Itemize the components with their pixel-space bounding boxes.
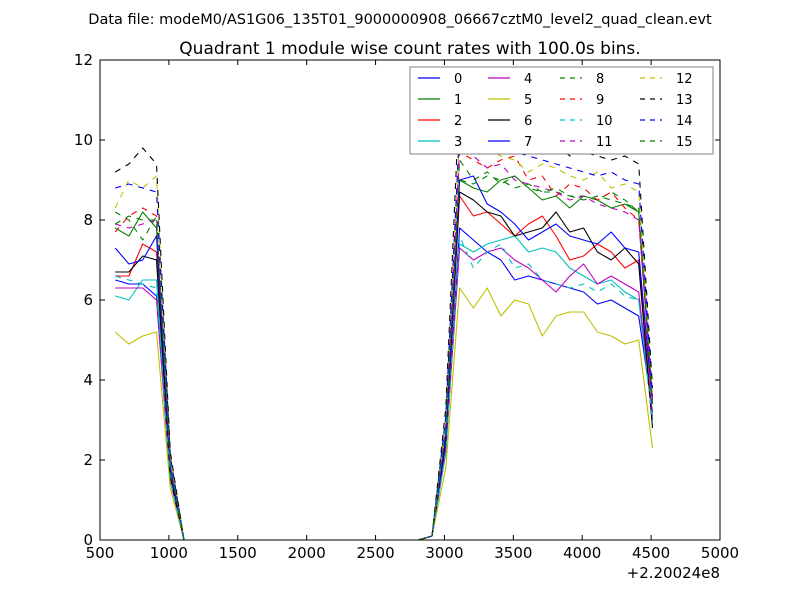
series-line-4 <box>115 247 654 540</box>
series-line-12 <box>114 131 654 540</box>
legend-label-4: 4 <box>524 72 532 87</box>
legend-label-2: 2 <box>454 114 462 129</box>
x-tick-label: 3000 <box>425 544 463 562</box>
legend-label-7: 7 <box>524 135 532 150</box>
y-tick-label: 8 <box>83 211 93 229</box>
y-tick-label: 10 <box>74 131 93 149</box>
x-tick-label: 4500 <box>632 544 670 562</box>
x-tick-label: 500 <box>86 544 115 562</box>
series-line-1 <box>114 175 654 540</box>
x-tick-label: 4000 <box>563 544 601 562</box>
legend-label-9: 9 <box>596 93 604 108</box>
legend-label-13: 13 <box>676 93 693 108</box>
series-line-7 <box>114 175 654 540</box>
axis-ticks: 500 1000 1500 2000 2500 3000 3500 4000 4500 5000 0… <box>74 51 739 562</box>
legend-label-8: 8 <box>596 72 604 87</box>
x-tick-label: 2500 <box>356 544 394 562</box>
series-line-2 <box>115 195 654 540</box>
x-tick-label: 3500 <box>494 544 532 562</box>
series-line-6 <box>115 191 654 540</box>
legend-label-15: 15 <box>676 135 693 150</box>
figure-suptitle: Data file: modeM0/AS1G06_135T01_90000009… <box>88 12 712 28</box>
y-tick-label: 12 <box>74 51 93 69</box>
chart-title: Quadrant 1 module wise count rates with … <box>179 39 640 59</box>
y-tick-label: 4 <box>83 371 93 389</box>
y-tick-label: 2 <box>83 451 93 469</box>
series-line-15 <box>114 175 654 540</box>
legend-label-5: 5 <box>524 93 532 108</box>
x-tick-label: 5000 <box>701 544 739 562</box>
legend-frame <box>409 66 714 155</box>
y-tick-label: 0 <box>83 531 93 549</box>
x-tick-label: 1000 <box>150 544 188 562</box>
legend-label-3: 3 <box>454 135 462 150</box>
y-tick-label: 6 <box>83 291 93 309</box>
legend-label-12: 12 <box>676 72 693 87</box>
legend-label-14: 14 <box>676 114 693 129</box>
plot-series <box>114 91 654 540</box>
x-axis-offset-label: +2.20024e8 <box>627 564 720 582</box>
x-tick-label: 1500 <box>219 544 257 562</box>
legend-label-6: 6 <box>524 114 532 129</box>
x-tick-label: 2000 <box>288 544 326 562</box>
series-line-3 <box>115 235 654 540</box>
legend-label-11: 11 <box>596 135 613 150</box>
legend-label-10: 10 <box>596 114 613 129</box>
legend-label-1: 1 <box>454 93 462 108</box>
series-line-5 <box>114 287 654 540</box>
series-line-0 <box>115 227 654 540</box>
legend-label-0: 0 <box>454 72 462 87</box>
